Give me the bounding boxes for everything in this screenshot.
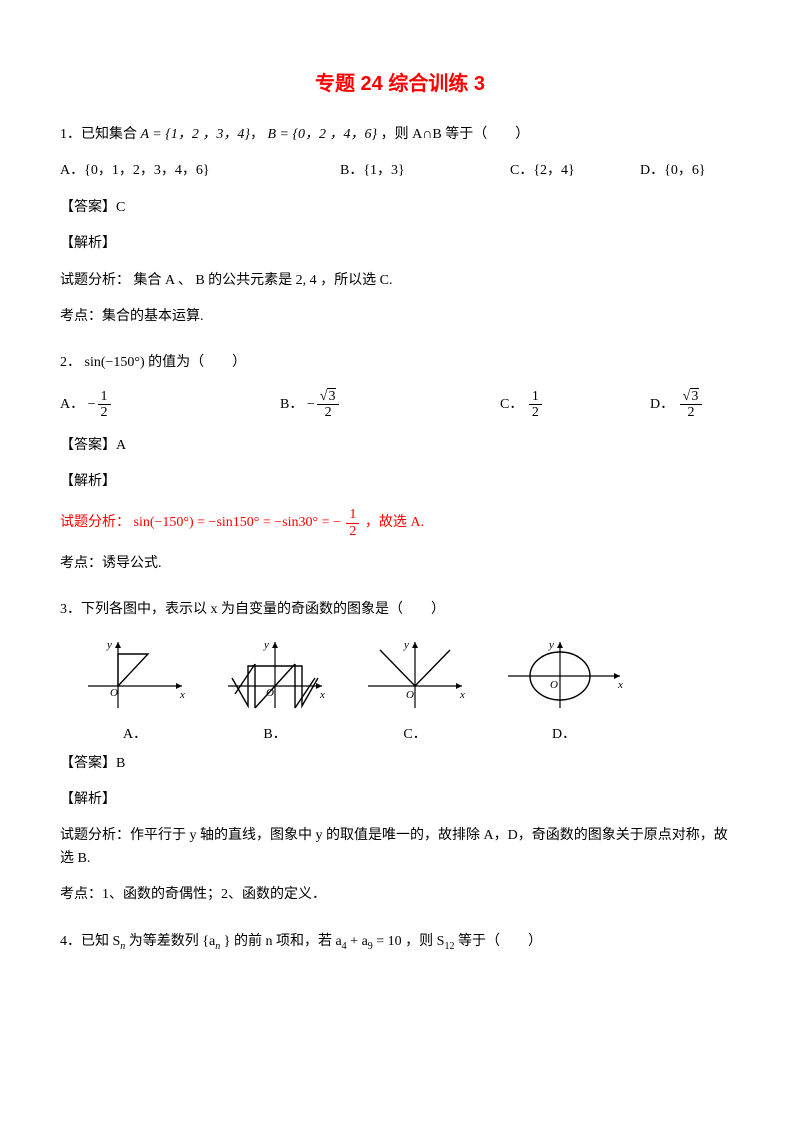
svg-text:y: y [403, 639, 409, 651]
q4-mid1: 为等差数列 {a [129, 934, 215, 949]
q3-kaodian: 考点：1、函数的奇偶性；2、函数的定义． [60, 884, 740, 906]
q2-stem: 2． sin(−150°) 的值为（ ） [60, 352, 740, 374]
graph-d-svg: O x y [500, 636, 628, 714]
q1-optD: D．{0，6} [640, 160, 740, 182]
q2-answer: 【答案】A [60, 435, 740, 457]
q2-optC: C． 12 [500, 389, 650, 421]
q4-end: 等于（ ） [458, 934, 542, 949]
svg-text:x: x [319, 689, 325, 701]
q4-pre: 4．已知 S [60, 934, 120, 949]
q2-analysis-math: sin(−150°) = −sin150° = −sin30° = − [134, 515, 345, 530]
q4-mid3: + a [350, 934, 368, 949]
q2-optB-pre: B． [280, 397, 303, 412]
q3-answer: 【答案】B [60, 753, 740, 775]
q1-kaodian: 考点：集合的基本运算. [60, 306, 740, 328]
q2-kaodian: 考点：诱导公式. [60, 553, 740, 575]
graph-b: O x y B． [220, 636, 330, 747]
q4-mid4: = 10 ，则 S [376, 934, 444, 949]
q2-options: A． −12 B． −32 C． 12 D． 32 [60, 389, 740, 421]
graph-b-svg: O x y [220, 636, 330, 714]
q2-optA: A． −12 [60, 389, 280, 421]
q2-optA-pre: A． [60, 397, 84, 412]
q4-mid2: } 的前 n 项和，若 a [224, 934, 342, 949]
q3-analysis: 试题分析：作平行于 y 轴的直线，图象中 y 的取值是唯一的，故排除 A，D，奇… [60, 825, 740, 870]
q1-stem-prefix: 1．已知集合 [60, 127, 141, 142]
graph-a-label: A． [80, 724, 190, 746]
q4-sub-n2: n [215, 940, 220, 951]
graph-c-svg: O x y [360, 636, 470, 714]
q1-optC: C．{2，4} [510, 160, 640, 182]
q1-jiexi: 【解析】 [60, 233, 740, 255]
svg-text:y: y [548, 639, 554, 651]
svg-text:y: y [263, 639, 269, 651]
q2-optD: D． 32 [650, 389, 704, 421]
q4-sub-n1: n [120, 940, 125, 951]
svg-text:O: O [406, 689, 414, 701]
graph-a: O x y A． [80, 636, 190, 747]
svg-text:x: x [617, 679, 623, 691]
svg-text:y: y [106, 639, 112, 651]
q2-jiexi: 【解析】 [60, 471, 740, 493]
q2-analysis: 试题分析： sin(−150°) = −sin150° = −sin30° = … [60, 507, 740, 539]
q2-analysis-pre: 试题分析： [60, 515, 130, 530]
q2-optC-pre: C． [500, 397, 523, 412]
svg-text:x: x [179, 689, 185, 701]
graph-c: O x y C． [360, 636, 470, 747]
page-title: 专题 24 综合训练 3 [60, 68, 740, 100]
q4-sub-9: 9 [368, 940, 373, 951]
q4-sub-4: 4 [342, 940, 347, 951]
q4-stem: 4．已知 Sn 为等差数列 {an } 的前 n 项和，若 a4 + a9 = … [60, 931, 740, 955]
graph-d: O x y D． [500, 636, 628, 747]
q2-optB: B． −32 [280, 389, 500, 421]
q3-graphs: O x y A． O x y B． [80, 636, 740, 747]
svg-text:O: O [110, 687, 118, 699]
q1-stem: 1．已知集合 A = {1，2 ，3，4}， B = {0，2 ，4，6} ，则… [60, 124, 740, 146]
q1-setB: B = {0，2 ，4，6} [267, 127, 377, 142]
q3-stem: 3．下列各图中，表示以 x 为自变量的奇函数的图象是（ ） [60, 599, 740, 621]
q1-analysis: 试题分析： 集合 A 、 B 的公共元素是 2, 4 ，所以选 C. [60, 270, 740, 292]
graph-b-label: B． [220, 724, 330, 746]
q1-options: A．{0，1，2，3，4，6} B．{1，3} C．{2，4} D．{0，6} [60, 160, 740, 182]
svg-text:O: O [550, 679, 558, 691]
q4-sub-12: 12 [444, 940, 454, 951]
q1-optA: A．{0，1，2，3，4，6} [60, 160, 340, 182]
q3-jiexi: 【解析】 [60, 789, 740, 811]
graph-d-label: D． [500, 724, 628, 746]
svg-text:x: x [459, 689, 465, 701]
q1-setA: A = {1，2 ，3，4} [141, 127, 250, 142]
graph-c-label: C． [360, 724, 470, 746]
q1-optB: B．{1，3} [340, 160, 510, 182]
q2-analysis-post: ，故选 A. [365, 515, 424, 530]
q1-stem-suffix: ，则 A∩B 等于（ ） [381, 127, 530, 142]
q1-answer: 【答案】C [60, 197, 740, 219]
graph-a-svg: O x y [80, 636, 190, 714]
q2-optD-pre: D． [650, 397, 674, 412]
